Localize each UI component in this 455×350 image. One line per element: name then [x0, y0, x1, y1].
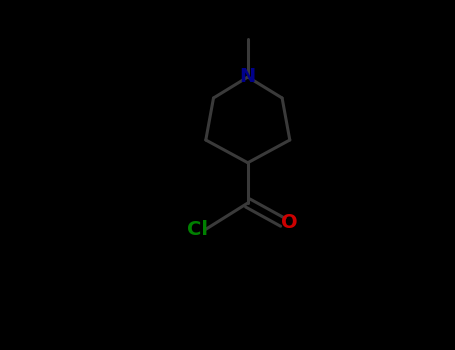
- Text: Cl: Cl: [187, 220, 207, 239]
- Text: O: O: [281, 213, 298, 232]
- Text: N: N: [240, 68, 256, 86]
